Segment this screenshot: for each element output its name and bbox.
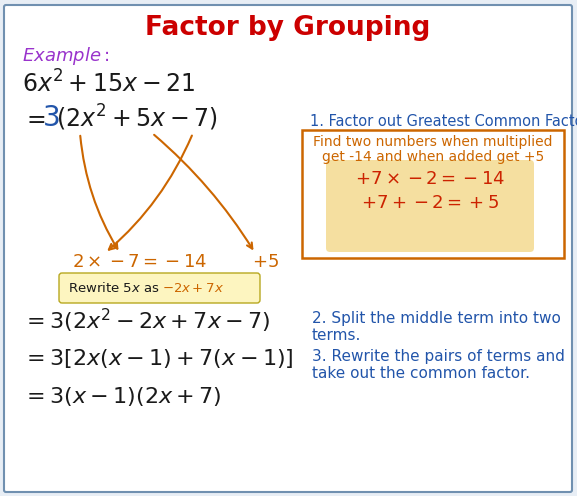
Text: 3. Rewrite the pairs of terms and: 3. Rewrite the pairs of terms and: [312, 349, 565, 364]
Text: $=3\left(2x^2-2x+7x-7\right)$: $=3\left(2x^2-2x+7x-7\right)$: [22, 307, 271, 335]
Text: $-2x+7x$: $-2x+7x$: [162, 282, 224, 295]
Text: 1. Factor out Greatest Common Factor: 1. Factor out Greatest Common Factor: [310, 114, 577, 128]
FancyBboxPatch shape: [59, 273, 260, 303]
Text: $\left(2x^2+5x-7\right)$: $\left(2x^2+5x-7\right)$: [56, 103, 218, 133]
Text: $=$: $=$: [22, 106, 46, 130]
Text: 2. Split the middle term into two: 2. Split the middle term into two: [312, 311, 561, 326]
Text: $6x^2+15x-21$: $6x^2+15x-21$: [22, 70, 195, 98]
Text: Factor by Grouping: Factor by Grouping: [145, 15, 430, 41]
Text: $+7\times-2=-14$: $+7\times-2=-14$: [355, 170, 505, 188]
Text: Find two numbers when multiplied: Find two numbers when multiplied: [313, 135, 553, 149]
Text: $+5$: $+5$: [252, 253, 279, 271]
Text: $3$: $3$: [42, 104, 59, 132]
Text: $=3\left[2x\left(x-1\right)+7\left(x-1\right)\right]$: $=3\left[2x\left(x-1\right)+7\left(x-1\r…: [22, 348, 294, 371]
FancyBboxPatch shape: [4, 5, 572, 492]
Text: $+7+-2=+5$: $+7+-2=+5$: [361, 194, 499, 212]
Text: Rewrite $5x$ as: Rewrite $5x$ as: [68, 281, 160, 295]
Text: terms.: terms.: [312, 328, 361, 344]
FancyBboxPatch shape: [326, 160, 534, 252]
Text: $=3\left(x-1\right)\left(2x+7\right)$: $=3\left(x-1\right)\left(2x+7\right)$: [22, 385, 222, 409]
Text: $\it{Example:}$: $\it{Example:}$: [22, 45, 110, 67]
Text: get -14 and when added get +5: get -14 and when added get +5: [322, 150, 544, 164]
Text: $2\times-7=-14$: $2\times-7=-14$: [72, 253, 208, 271]
Text: take out the common factor.: take out the common factor.: [312, 366, 530, 380]
FancyBboxPatch shape: [302, 130, 564, 258]
